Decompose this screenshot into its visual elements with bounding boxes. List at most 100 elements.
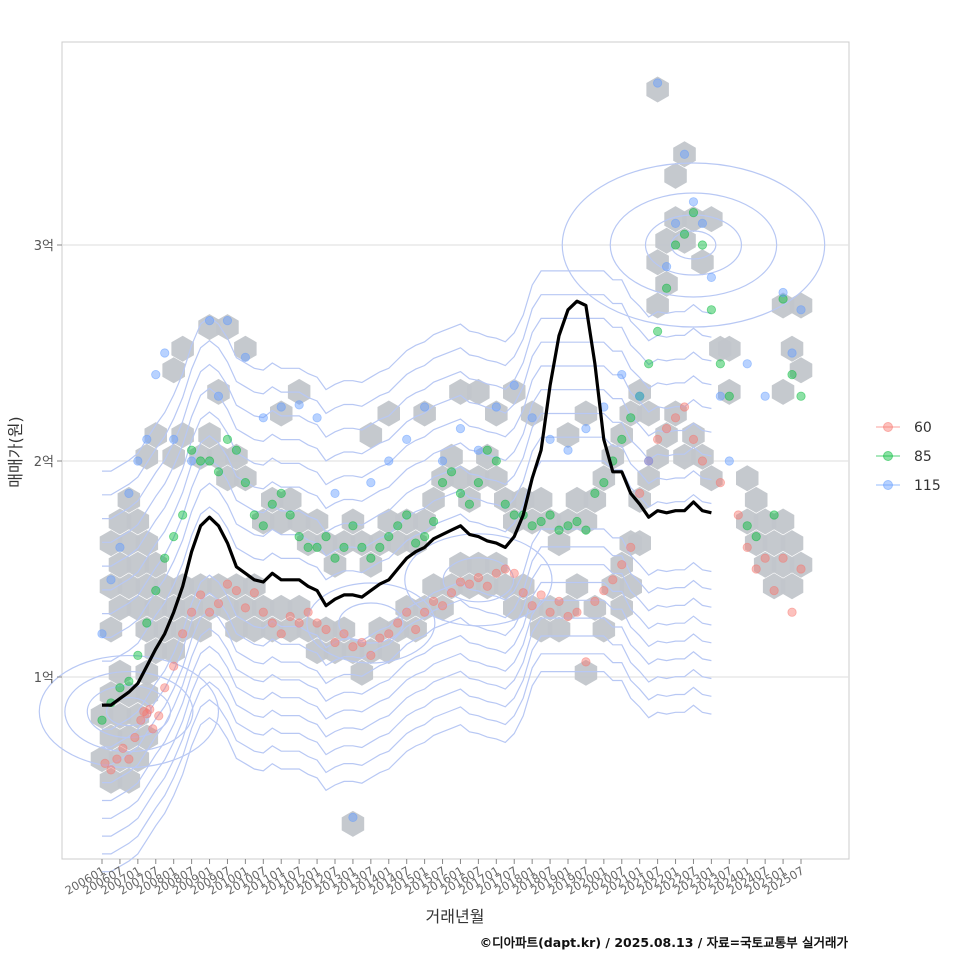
- hexbin-cell: [225, 616, 248, 643]
- point-60: [455, 577, 466, 587]
- point-85: [375, 542, 385, 553]
- point-85: [115, 683, 125, 693]
- hexbin-cell: [583, 486, 607, 513]
- x-axis-ticks: 2006012006072007012007072008012008072009…: [62, 859, 807, 898]
- point-60: [572, 607, 582, 617]
- point-115: [312, 413, 322, 423]
- hexbin-cell: [780, 530, 804, 557]
- point-85: [697, 240, 708, 250]
- density-contour-upper: [102, 436, 712, 638]
- point-115: [402, 434, 412, 444]
- point-60: [617, 560, 627, 570]
- point-60: [590, 596, 600, 607]
- point-60: [249, 588, 259, 598]
- hexbin-cell: [314, 616, 338, 643]
- point-60: [339, 629, 349, 639]
- density-contour-upper: [102, 294, 712, 496]
- point-60: [491, 568, 501, 578]
- y-axis-ticks: 1억 2억 3억: [34, 239, 62, 686]
- density-contour-upper: [102, 341, 712, 543]
- point-60: [464, 579, 475, 589]
- point-60: [187, 607, 197, 617]
- density-contour-upper: [102, 365, 712, 567]
- point-60: [428, 596, 439, 607]
- density-contour-ring: [561, 162, 826, 328]
- point-115: [527, 413, 537, 423]
- hexbin-cell: [135, 443, 159, 470]
- hexbin-cell: [305, 638, 329, 665]
- density-contour-ring: [442, 557, 515, 603]
- point-85: [590, 488, 600, 498]
- point-60: [536, 590, 546, 600]
- point-115: [160, 348, 170, 358]
- point-60: [545, 607, 555, 617]
- point-115: [473, 445, 483, 455]
- point-60: [787, 607, 797, 617]
- point-60: [482, 581, 492, 591]
- hexbin-cell: [601, 573, 625, 600]
- hexbin-cell: [117, 530, 141, 557]
- point-85: [312, 542, 322, 553]
- hexbin-cell: [135, 573, 159, 600]
- point-85: [124, 676, 134, 686]
- hexbin-cell: [565, 573, 589, 600]
- point-115: [545, 434, 555, 444]
- hexbin-cell: [565, 486, 589, 513]
- point-115: [187, 456, 197, 466]
- point-115: [384, 456, 394, 466]
- hexbin-cell: [126, 551, 150, 578]
- point-85: [455, 488, 466, 498]
- point-60: [148, 724, 158, 734]
- point-60: [626, 542, 636, 553]
- point-85: [724, 391, 734, 401]
- point-115: [706, 272, 716, 282]
- hexbin-cell: [162, 357, 185, 384]
- point-60: [500, 564, 510, 574]
- point-60: [213, 598, 224, 609]
- point-115: [151, 369, 161, 380]
- point-60: [178, 629, 188, 639]
- point-60: [653, 434, 663, 444]
- hexbin-cell: [655, 422, 678, 449]
- point-85: [626, 413, 636, 423]
- hexbin-cell: [287, 508, 311, 535]
- point-85: [787, 369, 797, 380]
- hexbin-cell: [744, 486, 768, 513]
- hexbin-cell: [278, 616, 302, 643]
- hexbin-cell: [117, 767, 141, 794]
- point-85: [402, 510, 412, 520]
- point-85: [420, 531, 430, 542]
- point-85: [715, 359, 725, 369]
- point-60: [715, 477, 725, 488]
- point-85: [151, 585, 161, 596]
- point-85: [357, 542, 367, 553]
- point-85: [348, 521, 358, 531]
- hexbin-cell: [637, 400, 660, 427]
- density-contour-ring: [306, 582, 436, 664]
- point-60: [384, 629, 394, 639]
- point-60: [697, 456, 708, 466]
- point-115: [778, 287, 788, 298]
- hexbin-cell: [341, 810, 365, 837]
- point-85: [160, 553, 170, 563]
- density-contour-lower: [102, 564, 712, 766]
- point-115: [420, 402, 430, 412]
- hexbin-cell: [556, 594, 580, 621]
- point-85: [285, 510, 295, 520]
- point-115: [563, 445, 573, 455]
- density-contour-lower: [102, 581, 712, 784]
- density-contour-layer: [38, 162, 826, 873]
- point-85: [195, 456, 206, 466]
- point-60: [276, 629, 286, 639]
- hexbin-cell: [628, 486, 651, 513]
- hexbin-cell: [485, 400, 508, 427]
- point-60: [240, 603, 250, 613]
- point-85: [222, 434, 233, 444]
- hexbin-cell: [234, 594, 257, 621]
- point-60: [231, 585, 242, 596]
- point-85: [527, 521, 537, 531]
- hexbin-cell: [422, 573, 445, 600]
- point-60: [330, 637, 340, 648]
- point-60: [661, 423, 672, 434]
